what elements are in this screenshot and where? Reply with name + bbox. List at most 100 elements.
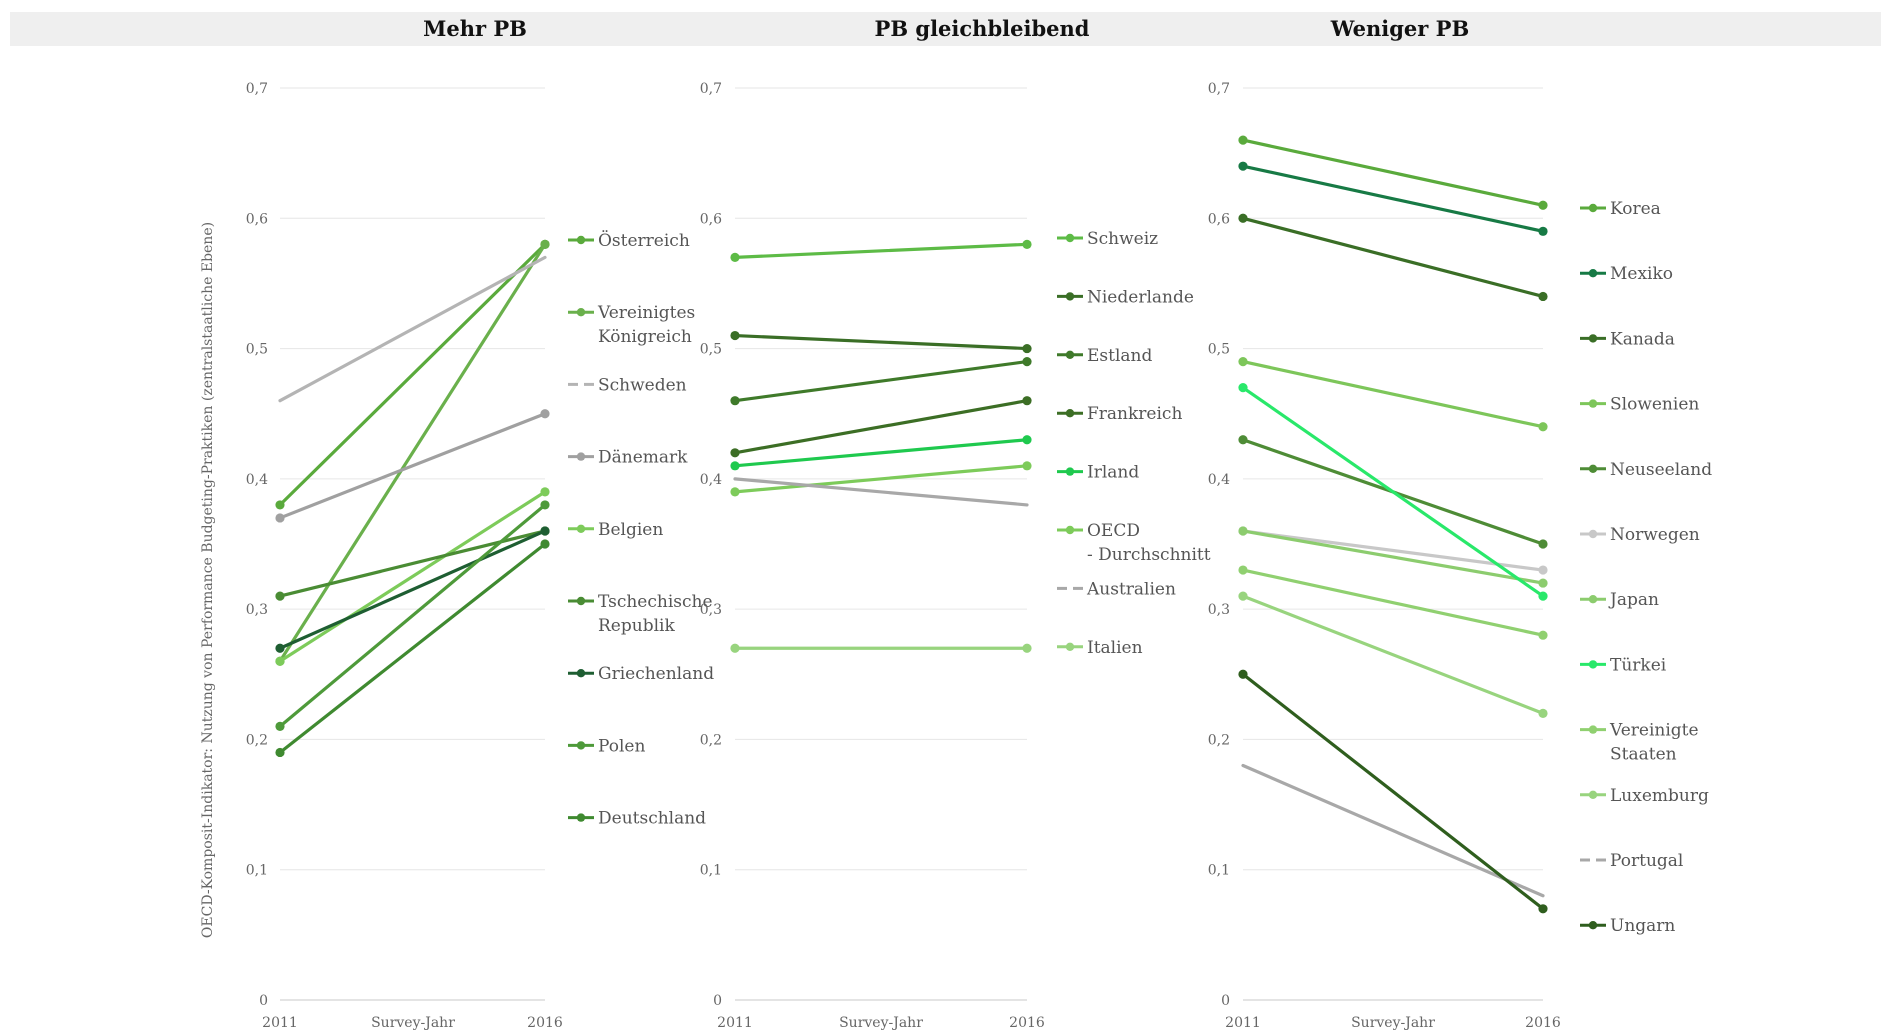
series-line <box>1241 568 1545 637</box>
legend-label: Vereinigtes Königreich <box>597 303 695 347</box>
panel-2: 0 0,1 0,2 0,3 0,4 0,5 0,6 0,7 2011 2016 Survey-Jah… <box>1208 81 1713 1031</box>
series-line <box>1241 594 1545 715</box>
y-tick-label: 0,5 <box>1208 342 1230 358</box>
series-line <box>733 360 1029 403</box>
y-tick-label: 0,3 <box>700 602 722 618</box>
legend-label: Japan <box>1608 590 1659 610</box>
data-point <box>1238 383 1248 393</box>
legend-marker <box>1588 725 1598 734</box>
data-point <box>1238 161 1248 171</box>
legend-label: Luxemburg <box>1610 786 1709 806</box>
series-line <box>278 412 547 520</box>
legend-marker <box>576 596 586 606</box>
y-tick-label: 0,1 <box>700 863 722 879</box>
series-line <box>1241 672 1545 911</box>
data-point <box>275 747 285 758</box>
panel-1: 0 0,1 0,2 0,3 0,4 0,5 0,6 0,7 2011 2016 Survey-Jah… <box>700 81 1211 1031</box>
legend-marker <box>1065 467 1075 476</box>
legend-marker <box>1588 269 1598 278</box>
data-point <box>540 409 550 419</box>
data-point <box>275 656 285 666</box>
data-point <box>730 396 740 406</box>
data-point <box>1538 422 1548 432</box>
legend-label: Norwegen <box>1610 525 1700 545</box>
x-tick-label: 2011 <box>1225 1015 1261 1031</box>
x-tick-label: 2011 <box>717 1015 753 1031</box>
data-point <box>1022 396 1032 406</box>
legend-marker <box>576 741 586 750</box>
legend-marker <box>1065 350 1075 359</box>
data-point <box>1022 461 1032 471</box>
data-point <box>275 591 285 601</box>
data-point <box>1238 213 1248 223</box>
series-line <box>733 464 1029 494</box>
title-bar <box>10 12 1881 46</box>
y-tick-label: 0,7 <box>246 81 268 97</box>
data-point <box>1538 630 1548 640</box>
legend-label: OECD - Durchschnitt <box>1087 521 1211 565</box>
data-point <box>540 487 550 497</box>
legend-label: Korea <box>1610 199 1661 219</box>
series-line <box>278 503 547 729</box>
x-tick-label: 2011 <box>262 1015 298 1031</box>
y-tick-label: 0,4 <box>1208 472 1230 488</box>
x-axis-label: Survey-Jahr <box>371 1015 455 1031</box>
data-point <box>1022 357 1032 367</box>
data-point <box>1022 435 1032 445</box>
data-point <box>275 513 285 523</box>
legend-marker <box>1588 203 1598 213</box>
series-line <box>1241 763 1545 898</box>
y-tick-label: 0,4 <box>700 472 722 488</box>
legend-marker <box>1588 921 1598 930</box>
data-point <box>1238 669 1248 679</box>
y-tick-label: 0,1 <box>1208 863 1230 879</box>
series-line <box>278 490 547 663</box>
legend-label: Schweiz <box>1087 229 1158 249</box>
data-point <box>540 500 550 510</box>
legend-label: Griechenland <box>598 664 714 684</box>
data-point <box>730 448 740 458</box>
legend-label: Kanada <box>1610 329 1675 349</box>
series-line <box>278 529 547 650</box>
legend-label: Ungarn <box>1610 916 1675 936</box>
y-tick-label: 0,1 <box>246 863 268 879</box>
series-line <box>1241 529 1545 585</box>
legend-marker <box>1065 642 1075 651</box>
data-point <box>1538 565 1548 575</box>
y-tick-label: 0,5 <box>700 342 722 358</box>
series-line <box>278 242 547 663</box>
series-line <box>1241 529 1545 572</box>
legend-label: Türkei <box>1610 655 1667 675</box>
legend-marker <box>576 235 586 245</box>
legend-label: Vereinigte Staaten <box>1609 721 1699 765</box>
y-tick-label: 0 <box>1221 993 1230 1009</box>
series-line <box>733 333 1029 351</box>
x-tick-label: 2016 <box>527 1015 563 1031</box>
legend-marker <box>1065 409 1075 418</box>
legend-marker <box>1588 399 1598 408</box>
legend-marker <box>1588 660 1598 669</box>
panel-title: Weniger PB <box>1330 16 1469 41</box>
legend-label: Australien <box>1086 579 1176 599</box>
data-point <box>1538 708 1548 718</box>
x-axis-label: Survey-Jahr <box>839 1015 923 1031</box>
y-tick-label: 0,7 <box>1208 81 1230 97</box>
legend-marker <box>1588 334 1598 343</box>
data-point <box>1538 591 1548 601</box>
y-axis-label: OECD-Komposit-Indikator: Nutzung von Per… <box>200 222 216 938</box>
legend-label: Deutschland <box>598 809 706 829</box>
data-point <box>275 643 285 653</box>
data-point <box>1538 539 1548 549</box>
y-tick-label: 0,2 <box>246 732 268 748</box>
y-tick-label: 0,6 <box>246 211 268 227</box>
data-point <box>1538 291 1548 302</box>
series-line <box>278 255 547 403</box>
series-line <box>1241 164 1545 233</box>
legend-marker <box>1588 595 1598 604</box>
panel-0: 0 0,1 0,2 0,3 0,4 0,5 0,6 0,7 2011 2016 Survey-Jah… <box>246 81 714 1031</box>
data-point <box>1022 643 1032 653</box>
series-line <box>278 529 547 598</box>
data-point <box>730 330 740 341</box>
x-tick-label: 2016 <box>1009 1015 1045 1031</box>
